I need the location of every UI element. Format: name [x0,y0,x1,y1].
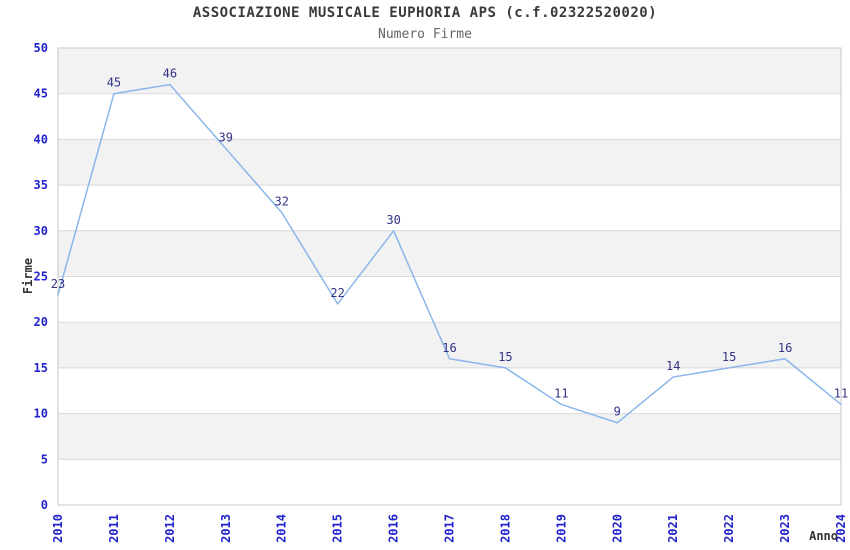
data-label: 11 [834,386,848,400]
x-tick-label: 2011 [107,514,121,543]
plot-border [57,47,842,506]
x-tick-label: 2018 [498,514,512,543]
y-tick-label: 45 [34,87,48,101]
data-label: 15 [498,350,512,364]
data-label: 16 [442,341,456,355]
x-tick-label: 2016 [387,514,401,543]
x-axis-title: Anno [809,529,838,543]
data-label: 15 [722,350,736,364]
data-label: 30 [386,213,400,227]
x-tick-label: 2024 [834,514,848,543]
y-tick-label: 35 [34,178,48,192]
series-line [57,83,842,424]
x-tick-label: 2021 [666,514,680,543]
plot-band [58,230,841,277]
chart-subtitle: Numero Firme [378,27,472,42]
data-label: 14 [666,359,680,373]
y-tick-label: 50 [34,41,48,55]
plot-band [58,185,841,231]
data-label: 23 [51,277,65,291]
plot-band [58,367,841,414]
y-tick-label: 20 [34,315,48,329]
x-tick-label: 2010 [51,514,65,543]
x-tick-label: 2014 [275,514,289,543]
y-tick-label: 40 [34,132,48,146]
y-tick-label: 10 [34,407,48,421]
data-label: 45 [107,76,121,90]
data-label: 11 [554,386,568,400]
data-label: 32 [274,195,288,209]
plot-band [58,276,841,323]
plot-band [58,413,841,460]
data-label: 16 [778,341,792,355]
data-label: 9 [614,405,621,419]
x-tick-label: 2015 [331,514,345,543]
x-tick-label: 2023 [778,514,792,543]
plot-band [58,93,841,140]
x-tick-label: 2017 [443,514,457,543]
y-tick-label: 25 [34,270,48,284]
y-tick-label: 15 [34,361,48,375]
data-label: 22 [330,286,344,300]
y-tick-label: 0 [41,498,48,512]
y-tick-label: 30 [34,224,48,238]
x-tick-label: 2013 [219,514,233,543]
y-tick-label: 5 [41,452,48,466]
x-tick-label: 2020 [610,514,624,543]
x-tick-label: 2012 [163,514,177,543]
plot-band [58,322,841,368]
plot-band [58,48,841,94]
x-tick-label: 2022 [722,514,736,543]
chart-title: ASSOCIAZIONE MUSICALE EUPHORIA APS (c.f.… [192,5,658,21]
x-tick-label: 2019 [554,514,568,543]
plot-band [58,139,841,186]
plot-band [58,459,841,505]
data-label: 39 [219,131,233,145]
data-label: 46 [163,67,177,81]
